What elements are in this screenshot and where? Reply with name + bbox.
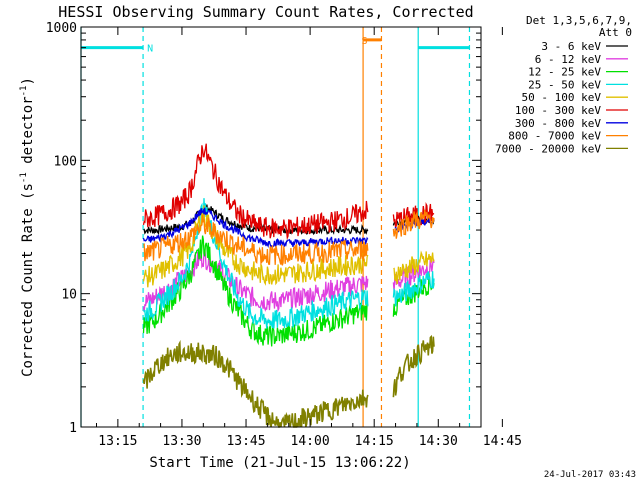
legend-header-line-1: Det 1,3,5,6,7,9, [526,14,632,27]
series-line-1-seg-1 [392,255,435,292]
legend-label-6: 300 - 800 keV [515,117,601,130]
series-line-4-seg-0 [142,205,369,288]
x-tick-label-3: 14:00 [291,434,330,449]
data-series [142,143,435,428]
series-line-4-seg-1 [393,250,435,285]
x-tick-label-2: 13:45 [226,434,265,449]
series-line-8-seg-1 [392,334,435,398]
series-line-3-seg-1 [392,271,435,307]
y-tick-label-3: 1000 [46,21,77,36]
y-axis-label: Corrected Count Rate (s-1 detector-1) [19,77,36,377]
legend-label-0: 3 - 6 keV [541,40,601,53]
observing-bands: NS [81,36,470,55]
series-line-5-seg-0 [142,143,369,241]
x-tick-label-4: 14:15 [355,434,394,449]
y-tick-label-1: 10 [61,288,77,303]
y-axis-label-main: Corrected Count Rate (s [20,183,36,377]
legend-label-1: 6 - 12 keV [535,53,602,66]
band-label-s: S [361,36,367,47]
chart-title: HESSI Observing Summary Count Rates, Cor… [58,3,473,21]
y-axis-label-end: ) [20,77,36,85]
series-line-7-seg-1 [392,209,435,239]
x-axis-label: Start Time (21-Jul-15 13:06:22) [149,455,410,471]
y-tick-label-0: 1 [69,421,77,436]
x-axis-ticks: 13:15 13:30 13:45 14:00 14:15 14:30 14:45 [96,27,522,449]
footer-date: 24-Jul-2017 03:43 [544,470,636,480]
series-line-3-seg-0 [143,198,369,329]
x-tick-label-6: 14:45 [483,434,522,449]
x-tick-label-5: 14:30 [419,434,458,449]
x-tick-label-0: 13:15 [98,434,137,449]
band-label-n: N [147,44,153,55]
legend-label-3: 25 - 50 keV [528,78,601,91]
legend-label-4: 50 - 100 keV [522,91,602,104]
legend-label-5: 100 - 300 keV [515,104,601,117]
series-line-2-seg-0 [142,235,369,347]
series-line-6-seg-0 [142,207,369,249]
y-axis-label-mid: detector [20,96,36,172]
legend-label-2: 12 - 25 keV [528,66,601,79]
y-tick-label-2: 100 [54,154,77,169]
x-tick-label-1: 13:30 [162,434,201,449]
plot-frame [80,26,482,428]
y-axis-label-sup2: -1 [19,86,29,97]
series-line-8-seg-0 [142,339,369,428]
legend-label-7: 800 - 7000 keV [508,130,601,143]
series-line-7-seg-0 [143,214,369,266]
legend-header-line-2: Att 0 [599,26,632,39]
legend-label-8: 7000 - 20000 keV [495,142,601,155]
y-axis-ticks: 1 10 100 1000 [46,21,481,436]
y-axis-label-sup1: -1 [19,172,29,183]
